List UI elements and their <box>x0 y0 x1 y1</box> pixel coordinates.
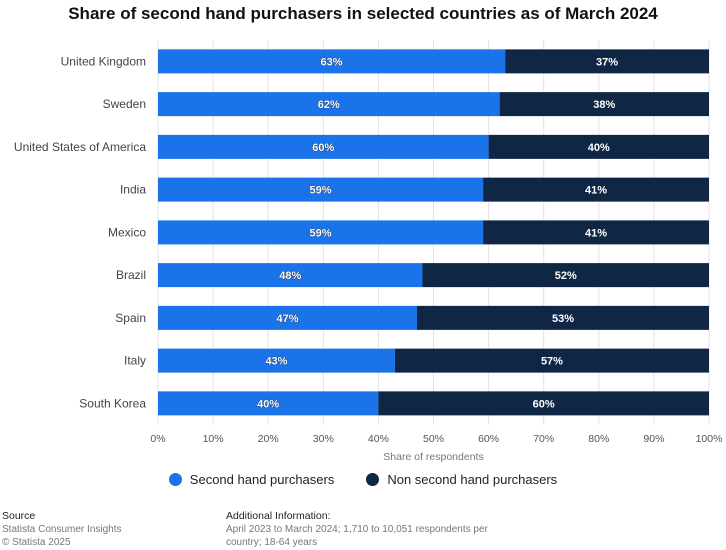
data-label-non-second-hand: 41% <box>585 227 607 239</box>
bar-second-hand <box>158 391 379 416</box>
legend-marker-second-hand <box>168 473 182 486</box>
data-label-second-hand: 63% <box>321 56 343 68</box>
additional-info-block: Additional Information: April 2023 to Ma… <box>226 510 526 549</box>
data-label-second-hand: 48% <box>279 270 301 282</box>
category-label: Spain <box>115 311 146 325</box>
data-label-non-second-hand: 41% <box>585 185 607 197</box>
legend: Second hand purchasers Non second hand p… <box>0 472 726 487</box>
x-tick-label: 0% <box>150 433 165 445</box>
source-block: Source Statista Consumer Insights © Stat… <box>2 510 202 549</box>
x-axis-title: Share of respondents <box>383 451 483 463</box>
bar-second-hand <box>158 220 484 245</box>
category-label: United States of America <box>14 140 146 154</box>
data-label-second-hand: 43% <box>265 356 287 368</box>
bar-non-second-hand <box>483 177 709 202</box>
bar-non-second-hand <box>488 134 709 159</box>
bar-second-hand <box>158 348 395 373</box>
bar-second-hand <box>158 177 484 202</box>
category-label: India <box>120 183 146 197</box>
data-label-non-second-hand: 38% <box>593 99 615 111</box>
bar-second-hand <box>158 305 417 330</box>
bar-chart: 0% 10% 20% 30% 40% 50% 60% 70% 80% 90% 100% Share o… <box>14 40 723 463</box>
x-tick-label: 70% <box>533 433 554 445</box>
x-tick-label: 40% <box>368 433 389 445</box>
data-label-second-hand: 59% <box>310 227 332 239</box>
bar-second-hand <box>158 134 489 159</box>
x-tick-label: 80% <box>588 433 609 445</box>
data-label-non-second-hand: 53% <box>552 313 574 325</box>
data-label-non-second-hand: 37% <box>596 56 618 68</box>
data-label-second-hand: 40% <box>257 398 279 410</box>
x-tick-label: 100% <box>696 433 723 445</box>
copyright-line: © Statista 2025 <box>2 537 71 548</box>
category-label: South Korea <box>79 396 146 410</box>
category-label: Italy <box>124 354 146 368</box>
data-label-second-hand: 60% <box>312 142 334 154</box>
data-label-second-hand: 47% <box>276 313 298 325</box>
legend-item-second-hand[interactable]: Second hand purchasers <box>168 472 335 487</box>
bar-second-hand <box>158 92 500 117</box>
x-tick-label: 20% <box>258 433 279 445</box>
bar-second-hand <box>158 49 506 74</box>
chart-title: Share of second hand purchasers in selec… <box>68 4 658 23</box>
data-label-non-second-hand: 60% <box>533 398 555 410</box>
legend-label-second-hand: Second hand purchasers <box>189 472 335 487</box>
bar-non-second-hand <box>422 263 709 288</box>
category-label: Brazil <box>116 268 146 282</box>
x-tick-label: 50% <box>423 433 444 445</box>
data-label-non-second-hand: 40% <box>588 142 610 154</box>
bar-second-hand <box>158 263 423 288</box>
source-heading: Source <box>2 510 36 522</box>
x-tick-label: 90% <box>643 433 664 445</box>
bar-non-second-hand <box>483 220 709 245</box>
source-line[interactable]: Statista Consumer Insights <box>2 524 122 535</box>
data-label-second-hand: 62% <box>318 99 340 111</box>
category-label: United Kingdom <box>61 54 146 68</box>
x-tick-label: 60% <box>478 433 499 445</box>
data-label-non-second-hand: 57% <box>541 356 563 368</box>
bar-non-second-hand <box>394 348 709 373</box>
legend-label-non-second-hand: Non second hand purchasers <box>387 472 558 487</box>
legend-marker-non-second-hand <box>366 473 380 486</box>
category-label: Mexico <box>108 225 146 239</box>
legend-item-non-second-hand[interactable]: Non second hand purchasers <box>366 472 557 487</box>
bar-non-second-hand <box>505 49 709 74</box>
additional-info-heading: Additional Information: <box>226 510 331 522</box>
x-tick-label: 30% <box>313 433 334 445</box>
data-label-second-hand: 59% <box>310 185 332 197</box>
bar-non-second-hand <box>378 391 709 416</box>
data-label-non-second-hand: 52% <box>555 270 577 282</box>
bar-non-second-hand <box>499 92 709 117</box>
bar-non-second-hand <box>416 305 709 330</box>
category-label: Sweden <box>103 97 146 111</box>
additional-info-text: April 2023 to March 2024; 1,710 to 10,05… <box>226 524 488 548</box>
x-tick-label: 10% <box>203 433 224 445</box>
